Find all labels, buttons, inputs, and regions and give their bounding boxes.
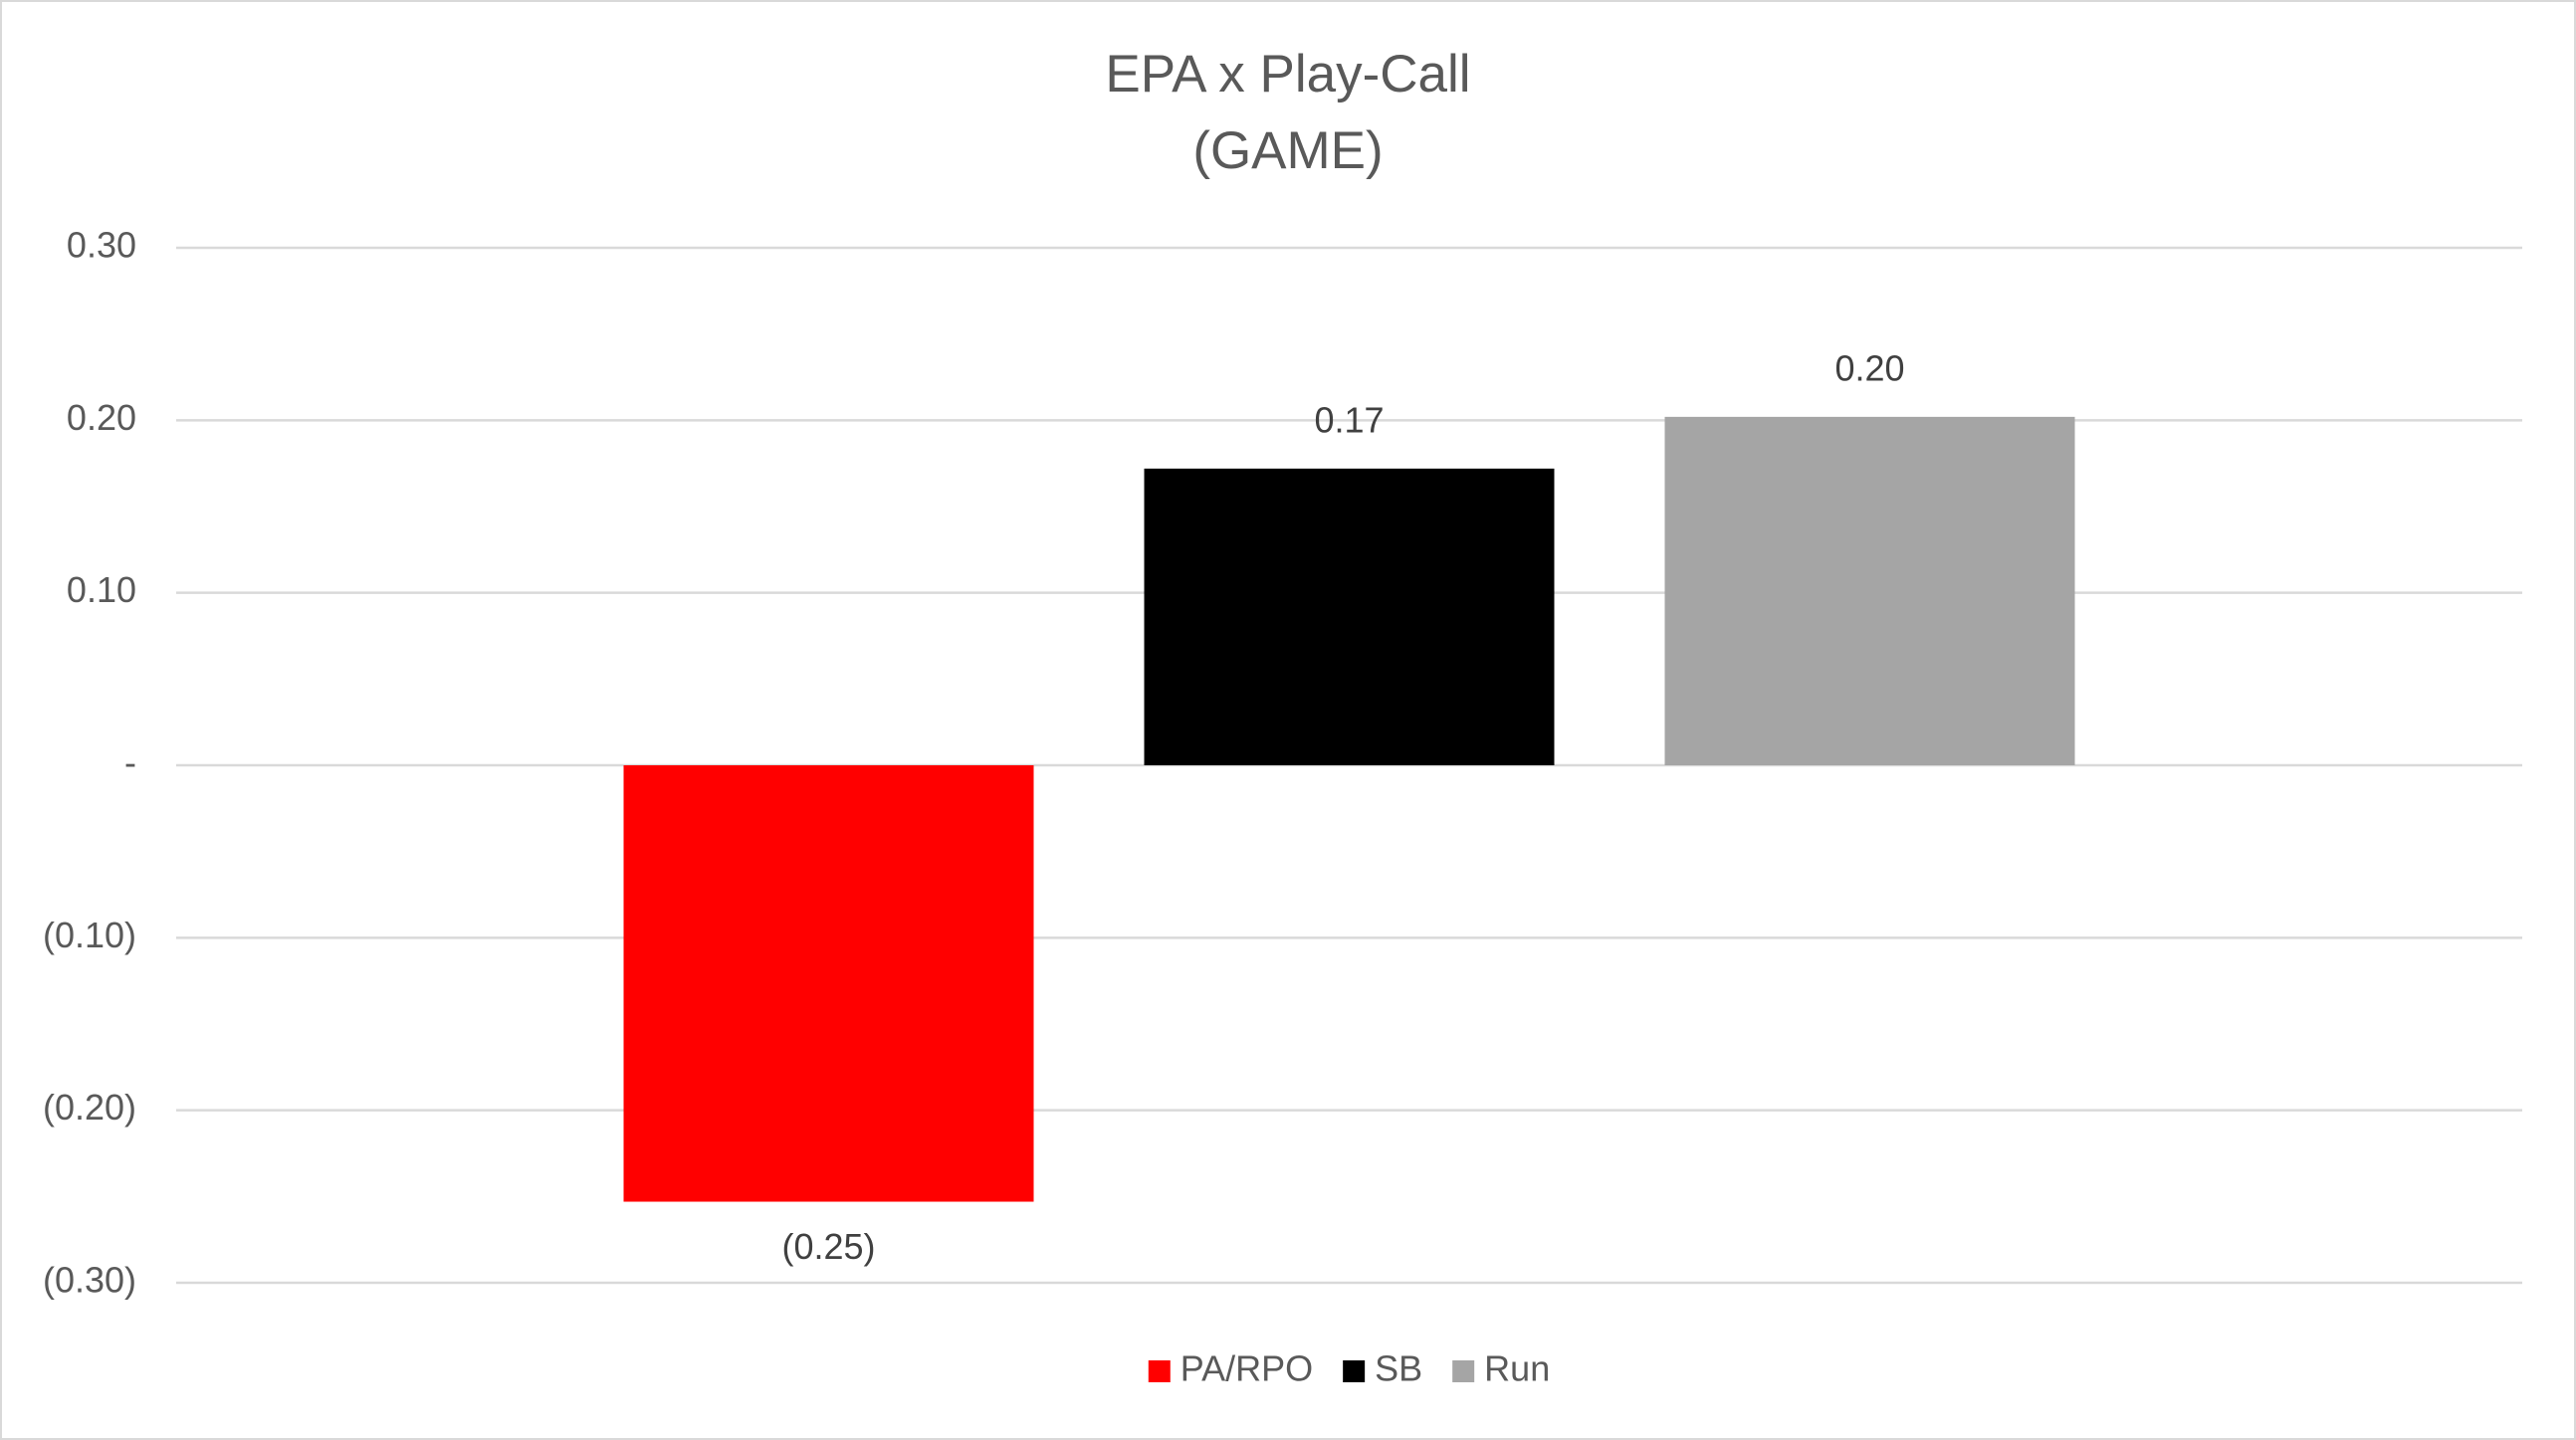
legend-label: Run <box>1484 1348 1550 1389</box>
legend-swatch <box>1148 1360 1171 1382</box>
y-tick-label: 0.10 <box>67 569 136 610</box>
legend-swatch <box>1343 1360 1366 1382</box>
data-label: (0.25) <box>781 1226 875 1267</box>
legend-label: PA/RPO <box>1181 1348 1313 1389</box>
y-tick-label: - <box>124 742 136 783</box>
chart-title: EPA x Play-Call <box>1105 45 1470 103</box>
y-tick-label: (0.10) <box>43 915 136 955</box>
bar <box>1144 468 1555 765</box>
bar <box>623 765 1034 1202</box>
legend: PA/RPO SB Run <box>1148 1348 1550 1389</box>
legend-label: SB <box>1375 1348 1422 1389</box>
legend-swatch <box>1452 1360 1475 1382</box>
data-label: 0.17 <box>1314 399 1384 440</box>
y-tick-label: (0.30) <box>43 1260 136 1301</box>
y-tick-label: (0.20) <box>43 1087 136 1128</box>
chart-title: (GAME) <box>1192 121 1383 180</box>
y-tick-label: 0.20 <box>67 397 136 438</box>
y-tick-label: 0.30 <box>67 225 136 266</box>
data-label: 0.20 <box>1834 347 1904 388</box>
bar <box>1664 416 2075 765</box>
